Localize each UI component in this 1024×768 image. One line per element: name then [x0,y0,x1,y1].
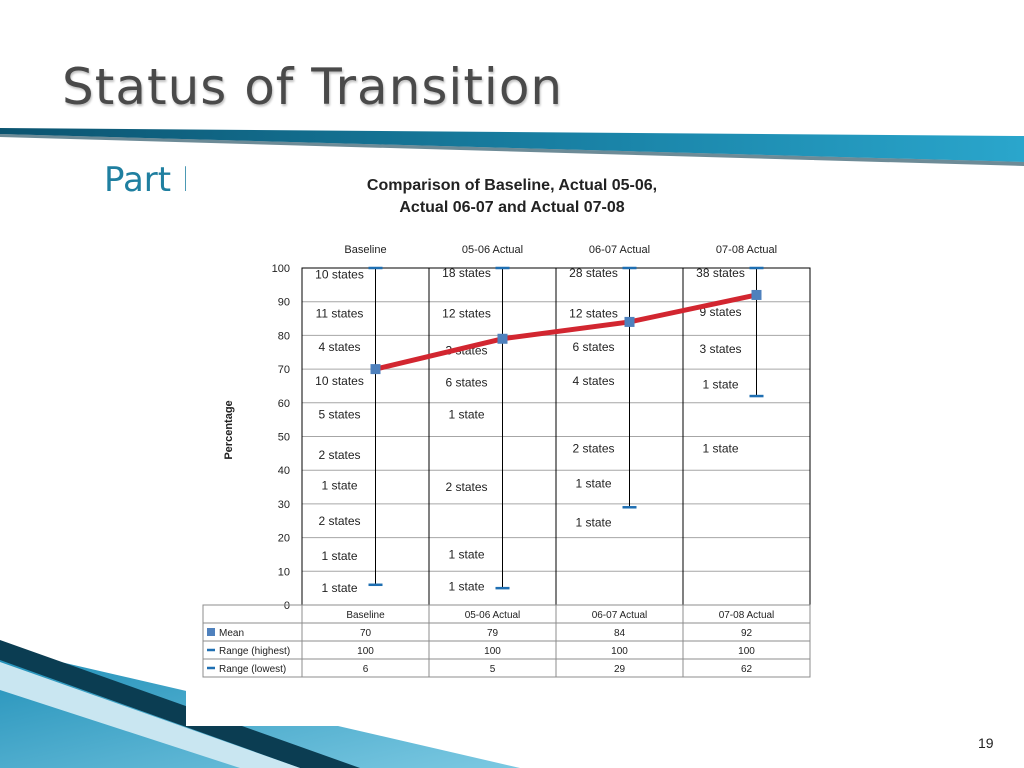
y-tick-label: 80 [278,330,290,342]
data-table-value-cell: 6 [363,664,369,675]
state-count-label: 5 states [318,408,360,422]
data-table-header-cell: 07-08 Actual [719,610,775,621]
state-count-label: 12 states [442,306,491,320]
state-count-label: 1 state [321,581,357,595]
data-table-series-label: Range (lowest) [219,664,286,675]
category-header-label: Baseline [344,244,386,256]
y-tick-label: 90 [278,297,290,309]
state-count-label: 2 states [572,441,614,455]
y-tick-label: 40 [278,465,290,477]
state-count-label: 10 states [315,268,364,282]
state-count-label: 18 states [442,266,491,280]
data-table-value-cell: 100 [738,646,755,657]
data-table-header-cell: 05-06 Actual [465,610,521,621]
y-tick-label: 30 [278,499,290,511]
chart-title-line-2: Actual 06-07 and Actual 07-08 [399,199,624,216]
data-table-series-label: Mean [219,628,244,639]
mean-point [497,333,508,344]
y-tick-label: 10 [278,566,290,578]
mean-point [624,316,635,327]
data-table-value-cell: 70 [360,628,372,639]
mean-point [370,364,381,375]
data-table-value-cell: 100 [611,646,628,657]
state-count-label: 11 states [316,306,364,320]
y-tick-label: 60 [278,398,290,410]
legend-mean-marker [207,628,215,636]
chart-panel: Comparison of Baseline, Actual 05-06, Ac… [186,160,814,726]
slide-title: Status of Transition [62,58,564,116]
y-tick-label: 70 [278,364,290,376]
data-table-value-cell: 100 [484,646,501,657]
data-table-value-cell: 29 [614,664,626,675]
y-tick-label: 50 [278,432,290,444]
state-count-label: 1 state [448,408,484,422]
y-tick-label: 100 [272,263,290,275]
state-count-label: 2 states [318,448,360,462]
state-count-label: 1 state [321,549,357,563]
data-table-series-label: Range (highest) [219,646,290,657]
page-number: 19 [978,735,994,751]
state-count-label: 38 states [696,266,745,280]
state-count-label: 10 states [315,374,364,388]
data-table-value-cell: 84 [614,628,626,639]
data-table-value-cell: 79 [487,628,499,639]
state-count-label: 1 state [702,441,738,455]
state-count-label: 4 states [572,374,614,388]
data-table-header-cell: 06-07 Actual [592,610,648,621]
mean-point [751,289,762,300]
state-count-label: 1 state [575,515,611,529]
y-tick-label: 0 [284,600,290,612]
state-count-label: 1 state [448,547,484,561]
state-count-label: 6 states [572,340,614,354]
state-count-label: 4 states [318,340,360,354]
y-tick-label: 20 [278,533,290,545]
state-count-label: 9 states [699,305,741,319]
state-count-label: 2 states [445,480,487,494]
data-table-header-cell: Baseline [346,610,385,621]
state-count-label: 1 state [702,377,738,391]
state-count-label: 1 state [448,579,484,593]
chart-title-line-1: Comparison of Baseline, Actual 05-06, [367,177,657,194]
state-count-label: 12 states [569,306,618,320]
state-count-label: 3 states [699,342,741,356]
category-header-label: 07-08 Actual [716,244,777,256]
state-count-label: 1 state [321,478,357,492]
category-header-label: 05-06 Actual [462,244,523,256]
data-table-value-cell: 92 [741,628,753,639]
chart: Comparison of Baseline, Actual 05-06, Ac… [202,177,811,678]
header-band [0,128,1024,166]
state-count-label: 28 states [569,266,618,280]
state-count-label: 6 states [445,376,487,390]
data-table-value-cell: 5 [490,664,496,675]
category-header-label: 06-07 Actual [589,244,650,256]
data-table-value-cell: 100 [357,646,374,657]
state-count-label: 2 states [318,514,360,528]
mean-series-line [374,292,758,372]
data-table-value-cell: 62 [741,664,753,675]
y-axis-label: Percentage [223,400,235,459]
state-count-label: 1 state [575,477,611,491]
